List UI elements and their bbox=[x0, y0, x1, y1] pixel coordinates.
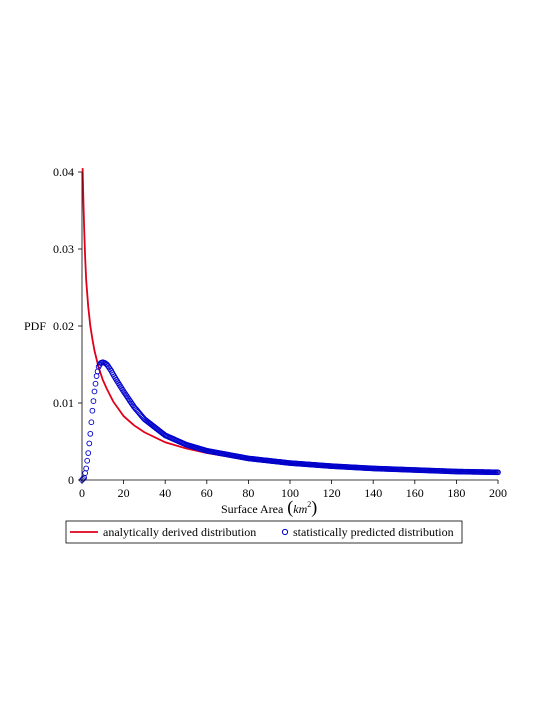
statistical-marker bbox=[84, 457, 91, 464]
x-tick-label: 80 bbox=[242, 486, 254, 500]
statistical-marker bbox=[86, 440, 93, 447]
y-tick-label: 0 bbox=[68, 473, 74, 487]
x-tick-label: 40 bbox=[159, 486, 171, 500]
statistical-marker bbox=[83, 465, 90, 472]
x-tick-label: 20 bbox=[118, 486, 130, 500]
x-tick-label: 100 bbox=[281, 486, 299, 500]
statistical-marker bbox=[85, 450, 92, 456]
legend-box bbox=[65, 520, 463, 544]
statistical-marker bbox=[91, 388, 98, 395]
statistical-marker bbox=[495, 469, 501, 476]
legend-label-analytical: analytically derived distribution bbox=[103, 525, 256, 539]
x-tick-label: 0 bbox=[79, 486, 85, 500]
analytical-distribution-line bbox=[81, 168, 499, 474]
x-axis-label-close-paren: ) bbox=[311, 497, 317, 518]
statistical-marker bbox=[80, 475, 86, 482]
y-tick-label: 0.01 bbox=[53, 396, 74, 410]
y-tick-label: 0.04 bbox=[53, 165, 74, 179]
x-axis-label-open-paren: ( bbox=[287, 497, 293, 518]
statistical-marker bbox=[90, 398, 97, 404]
x-tick-label: 180 bbox=[447, 486, 465, 500]
x-axis-label-text: Surface Area bbox=[221, 502, 284, 516]
statistical-marker bbox=[92, 380, 99, 387]
plot-area bbox=[79, 168, 501, 483]
x-tick-label: 140 bbox=[364, 486, 382, 500]
statistical-marker bbox=[82, 470, 88, 476]
x-axis-label-unit: km bbox=[293, 502, 307, 516]
statistical-marker bbox=[89, 407, 96, 414]
y-tick-label: 0.02 bbox=[53, 319, 74, 333]
y-axis-label: PDF bbox=[24, 319, 46, 333]
x-tick-label: 60 bbox=[201, 486, 213, 500]
legend: analytically derived distribution statis… bbox=[65, 520, 463, 544]
statistical-marker bbox=[93, 373, 100, 379]
statistical-distribution-markers bbox=[79, 359, 501, 483]
tick-labels: 0 20 40 60 80 100 120 140 160 180 200 0 0.01 0.02 0.03… bbox=[53, 165, 507, 500]
x-tick-label: 160 bbox=[406, 486, 424, 500]
x-tick-label: 200 bbox=[489, 486, 507, 500]
y-tick-label: 0.03 bbox=[53, 242, 74, 256]
legend-label-statistical: statistically predicted distribution bbox=[293, 525, 454, 539]
legend-swatch-statistical bbox=[281, 528, 289, 536]
axes bbox=[78, 171, 499, 484]
statistical-marker bbox=[88, 419, 95, 426]
x-tick-label: 120 bbox=[323, 486, 341, 500]
x-axis-label-unit-exponent: 2 bbox=[307, 500, 311, 509]
x-axis-label: Surface Area (km2) bbox=[221, 497, 317, 518]
statistical-marker bbox=[87, 430, 94, 437]
